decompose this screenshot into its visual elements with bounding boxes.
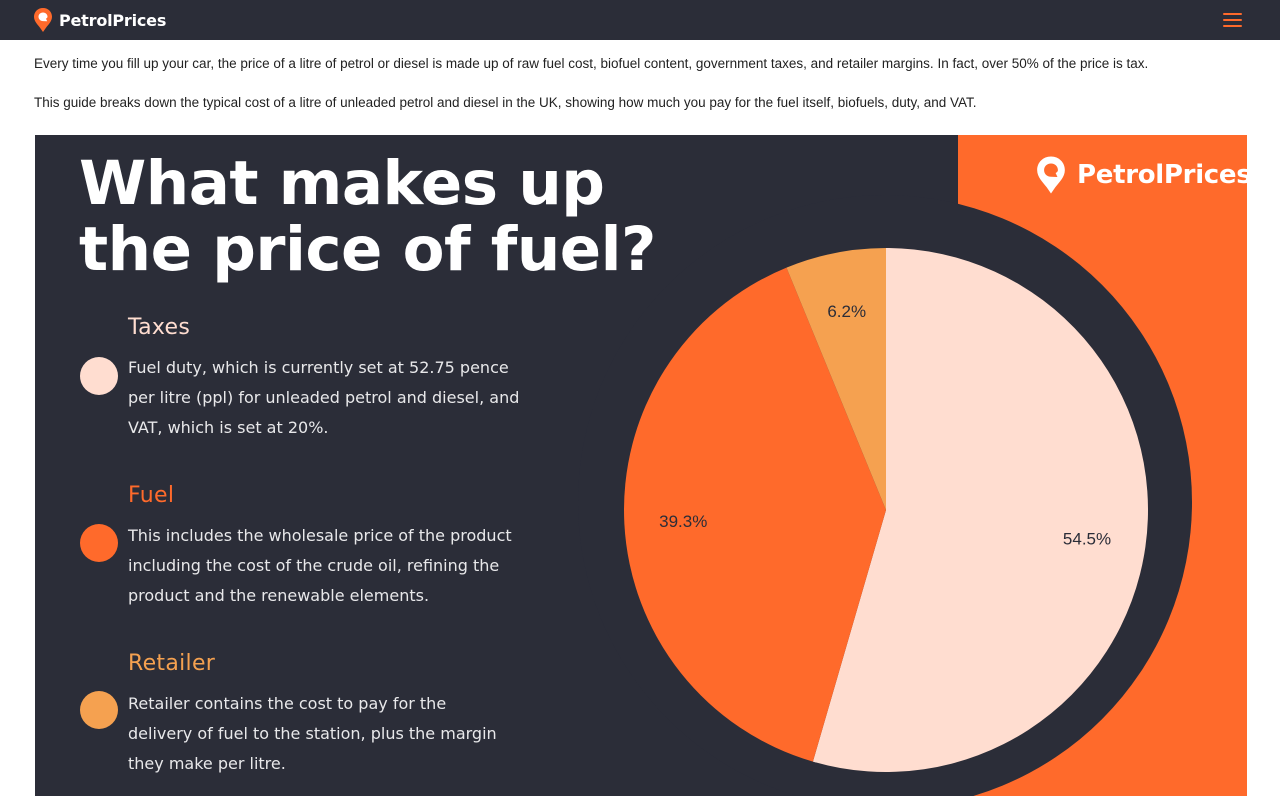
hamburger-line: [1223, 25, 1242, 27]
infographic-headline: What makes up the price of fuel?: [79, 148, 656, 285]
legend-description-line: they make per litre.: [128, 754, 286, 773]
legend-description-line: This includes the wholesale price of the…: [128, 526, 512, 545]
legend-item-retailer: Retailer Retailer contains the cost to p…: [79, 651, 599, 781]
legend-description-line: VAT, which is set at 20%.: [128, 418, 329, 437]
legend-description-line: product and the renewable elements.: [128, 586, 430, 605]
legend-dot-taxes: [80, 357, 118, 395]
pie-slice-taxes: [812, 248, 1149, 772]
legend-description-taxes: Fuel duty, which is currently set at 52.…: [128, 353, 558, 443]
legend-title-retailer: Retailer: [128, 651, 216, 676]
legend-dot-fuel: [80, 524, 118, 562]
hamburger-menu-icon: [1223, 13, 1242, 15]
hamburger-menu-button[interactable]: [1220, 8, 1246, 32]
brand-logo-link[interactable]: PetrolPrices: [33, 7, 166, 33]
pie-label-fuel: 39.3%: [659, 512, 707, 531]
headline-line-1: What makes up: [79, 148, 605, 219]
hamburger-line: [1223, 19, 1242, 21]
infographic-brand-name: PetrolPrices: [1077, 160, 1247, 190]
legend-item-fuel: Fuel This includes the wholesale price o…: [79, 483, 599, 613]
legend-item-taxes: Taxes Fuel duty, which is currently set …: [79, 315, 599, 445]
legend-description-line: per litre (ppl) for unleaded petrol and …: [128, 388, 520, 407]
location-pin-logo-icon: [1037, 156, 1065, 194]
legend-description-fuel: This includes the wholesale price of the…: [128, 521, 558, 611]
location-pin-logo-icon: [34, 8, 52, 32]
legend-title-taxes: Taxes: [128, 315, 191, 340]
legend-description-line: Fuel duty, which is currently set at 52.…: [128, 358, 509, 377]
pie-label-retailer: 6.2%: [827, 302, 866, 321]
headline-line-2: the price of fuel?: [79, 214, 656, 285]
legend-description-line: delivery of fuel to the station, plus th…: [128, 724, 497, 743]
legend-description-line: Retailer contains the cost to pay for th…: [128, 694, 447, 713]
fuel-price-pie-chart: 54.5% 39.3% 6.2%: [624, 248, 1149, 772]
brand-name: PetrolPrices: [59, 10, 167, 30]
legend-dot-retailer: [80, 691, 118, 729]
top-navigation-bar: PetrolPrices: [0, 0, 1280, 40]
infographic-brand-logo: PetrolPrices: [1035, 155, 1247, 195]
fuel-price-infographic: 54.5% 39.3% 6.2% PetrolPrices What makes u…: [35, 135, 1247, 796]
legend-title-fuel: Fuel: [128, 483, 175, 508]
pie-slice-fuel: [624, 267, 886, 762]
pie-slice-retailer: [786, 248, 886, 510]
intro-paragraph-2: This guide breaks down the typical cost …: [34, 95, 977, 110]
legend-description-retailer: Retailer contains the cost to pay for th…: [128, 689, 558, 779]
pie-label-taxes: 54.5%: [1063, 530, 1111, 549]
legend-description-line: including the cost of the crude oil, ref…: [128, 556, 500, 575]
intro-paragraph-1: Every time you fill up your car, the pri…: [34, 56, 1149, 71]
